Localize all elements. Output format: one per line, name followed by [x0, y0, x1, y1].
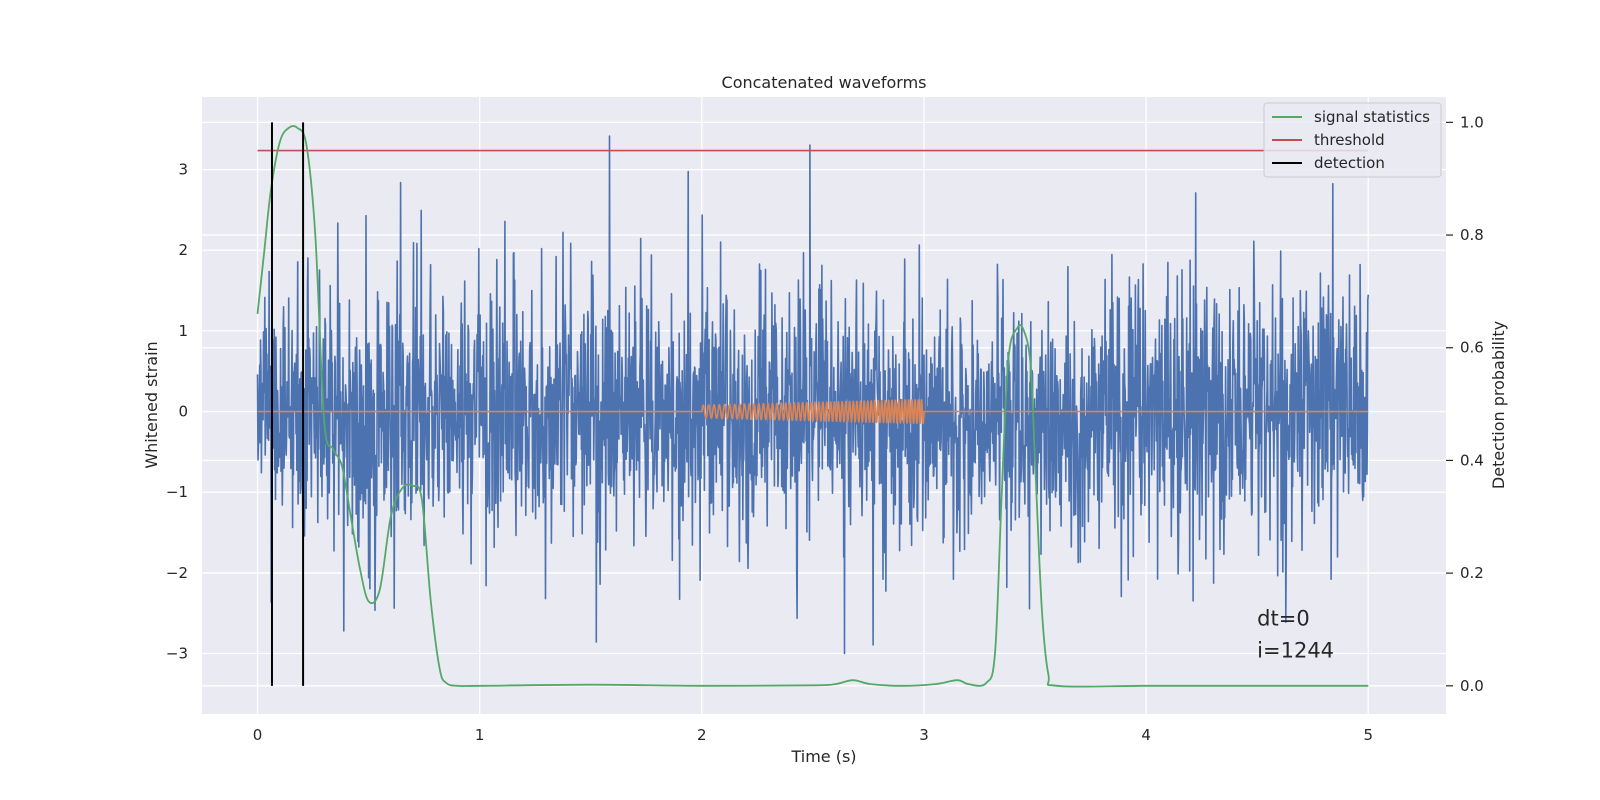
x-axis-ticks: 0 1 2 3 4 5	[253, 726, 1373, 744]
y-tick-label: 1	[178, 322, 188, 340]
x-tick-label: 0	[253, 726, 263, 744]
y2-tick-label: 0.6	[1460, 339, 1484, 357]
y-tick-label: −1	[166, 483, 188, 501]
injected-chirp-series	[257, 398, 1369, 425]
y2-axis-ticks: 0.0 0.2 0.4 0.6 0.8 1.0	[1446, 113, 1484, 695]
y-tick-label: −2	[166, 564, 188, 582]
y2-tick-label: 0.2	[1460, 564, 1484, 582]
legend-box	[1263, 102, 1442, 178]
y-axis-label: Whitened strain	[142, 341, 161, 468]
x-axis-label: Time (s)	[790, 747, 856, 766]
x-tick-label: 3	[919, 726, 929, 744]
signal-statistics-series	[256, 125, 1369, 688]
strain-noise-series	[256, 135, 1370, 655]
y2-tick-label: 0.4	[1460, 451, 1484, 469]
y2-tick-label: 1.0	[1460, 113, 1484, 131]
detection-lines	[270, 122, 305, 686]
x-tick-label: 4	[1141, 726, 1151, 744]
y-tick-label: −3	[166, 645, 188, 663]
annotation-text: i=1244	[1257, 639, 1334, 663]
y2-tick-label: 0.0	[1460, 677, 1484, 695]
chart-title: Concatenated waveforms	[722, 73, 927, 92]
plot-area	[256, 122, 1370, 688]
annotation-text: dt=0	[1257, 606, 1310, 630]
y2-axis-label: Detection probability	[1489, 321, 1508, 489]
y-tick-label: 2	[178, 241, 188, 259]
y2-tick-label: 0.8	[1460, 226, 1484, 244]
x-tick-label: 2	[697, 726, 707, 744]
legend-label-threshold: threshold	[1314, 131, 1385, 149]
annotations: dt=0 i=1244	[1257, 606, 1334, 662]
y-axis-ticks: −3 −2 −1 0 1 2 3	[166, 161, 188, 663]
x-tick-label: 5	[1363, 726, 1373, 744]
y-tick-label: 0	[178, 403, 188, 421]
legend-label-detection: detection	[1314, 154, 1385, 172]
legend-label-signal-statistics: signal statistics	[1314, 108, 1430, 126]
y-tick-label: 3	[178, 161, 188, 179]
legend: signal statistics threshold detection	[1263, 102, 1442, 178]
x-tick-label: 1	[475, 726, 485, 744]
